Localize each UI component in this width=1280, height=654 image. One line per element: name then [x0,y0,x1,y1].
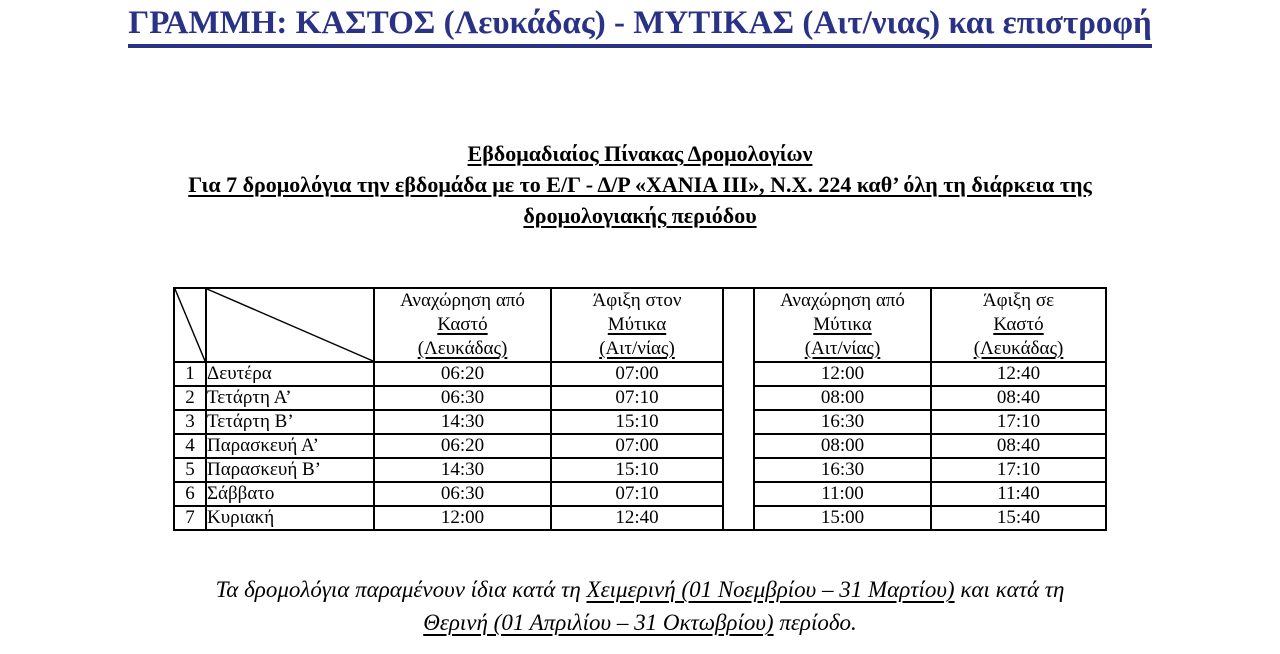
day-name: Τετάρτη Α’ [205,385,375,411]
table-row: 3 Τετάρτη Β’ 14:30 15:10 16:30 17:10 [173,409,1107,435]
arr-kastos-time: 08:40 [930,385,1107,411]
arr-kastos-time: 12:40 [930,361,1107,387]
diagonal-line-icon [207,289,373,361]
arr-kastos-time: 11:40 [930,481,1107,507]
row-number: 5 [173,457,207,483]
dep-kastos-time: 14:30 [373,457,552,483]
dep-kastos-time: 06:20 [373,433,552,459]
corner-cell-number [173,287,207,363]
arr-mytikas-time: 07:10 [550,481,724,507]
dep-mytikas-time: 08:00 [753,385,932,411]
dep-kastos-time: 06:20 [373,361,552,387]
table-row: 7 Κυριακή 12:00 12:40 15:00 15:40 [173,505,1107,531]
table-header-row: Αναχώρηση από Καστό (Λευκάδας) Άφιξη στο… [173,287,1107,531]
subtitle-line-3: δρομολογιακής περιόδου [523,203,757,228]
summer-period: Θερινή (01 Απριλίου – 31 Οκτωβρίου) [423,610,774,635]
day-name: Παρασκευή Α’ [205,433,375,459]
footer-line-1: Τα δρομολόγια παραμένουν ίδια κατά τη Χε… [215,577,1065,602]
arr-mytikas-time: 07:00 [550,361,724,387]
row-number: 2 [173,385,207,411]
arr-mytikas-time: 07:00 [550,433,724,459]
dep-mytikas-time: 08:00 [753,433,932,459]
day-name: Κυριακή [205,505,375,531]
header-arrival-mytikas: Άφιξη στον Μύτικα (Αιτ/νίας) [550,287,724,363]
arr-mytikas-time: 15:10 [550,409,724,435]
table-row: 5 Παρασκευή Β’ 14:30 15:10 16:30 17:10 [173,457,1107,483]
row-number: 4 [173,433,207,459]
day-name: Παρασκευή Β’ [205,457,375,483]
dep-mytikas-time: 15:00 [753,505,932,531]
dep-mytikas-time: 16:30 [753,409,932,435]
dep-kastos-time: 12:00 [373,505,552,531]
timetable: Αναχώρηση από Καστό (Λευκάδας) Άφιξη στο… [173,287,1107,531]
header-arrival-kastos: Άφιξη σε Καστό (Λευκάδας) [930,287,1107,363]
dep-kastos-time: 06:30 [373,385,552,411]
arr-kastos-time: 08:40 [930,433,1107,459]
arr-mytikas-time: 15:10 [550,457,724,483]
subtitle-line-1: Εβδομαδιαίος Πίνακας Δρομολογίων [467,141,813,166]
table-row: 1 Δευτέρα 06:20 07:00 12:00 12:40 [173,361,1107,387]
diagonal-line-icon [175,289,205,361]
arr-mytikas-time: 07:10 [550,385,724,411]
title-wrap: ΓΡΑΜΜΗ: ΚΑΣΤΟΣ (Λευκάδας) - ΜΥΤΙΚΑΣ (Αιτ… [0,5,1280,48]
header-departure-mytikas: Αναχώρηση από Μύτικα (Αιτ/νίας) [753,287,932,363]
table-row: 4 Παρασκευή Α’ 06:20 07:00 08:00 08:40 [173,433,1107,459]
row-number: 6 [173,481,207,507]
row-number: 7 [173,505,207,531]
winter-period: Χειμερινή (01 Νοεμβρίου – 31 Μαρτίου) [586,577,955,602]
dep-mytikas-time: 16:30 [753,457,932,483]
table-row: 6 Σάββατο 06:30 07:10 11:00 11:40 [173,481,1107,507]
dep-kastos-time: 14:30 [373,409,552,435]
table-row: 2 Τετάρτη Α’ 06:30 07:10 08:00 08:40 [173,385,1107,411]
arr-kastos-time: 17:10 [930,457,1107,483]
day-name: Τετάρτη Β’ [205,409,375,435]
day-name: Σάββατο [205,481,375,507]
arr-mytikas-time: 12:40 [550,505,724,531]
subtitle-block: Εβδομαδιαίος Πίνακας Δρομολογίων Για 7 δ… [0,138,1280,231]
page-title: ΓΡΑΜΜΗ: ΚΑΣΤΟΣ (Λευκάδας) - ΜΥΤΙΚΑΣ (Αιτ… [128,5,1152,48]
row-number: 3 [173,409,207,435]
footer-note: Τα δρομολόγια παραμένουν ίδια κατά τη Χε… [0,573,1280,639]
row-number: 1 [173,361,207,387]
corner-cell-day [205,287,375,363]
subtitle-line-2: Για 7 δρομολόγια την εβδομάδα με το Ε/Γ … [188,172,1092,197]
day-name: Δευτέρα [205,361,375,387]
arr-kastos-time: 15:40 [930,505,1107,531]
dep-mytikas-time: 11:00 [753,481,932,507]
footer-line-2: Θερινή (01 Απριλίου – 31 Οκτωβρίου) περί… [423,610,857,635]
header-departure-kastos: Αναχώρηση από Καστό (Λευκάδας) [373,287,552,363]
arr-kastos-time: 17:10 [930,409,1107,435]
dep-kastos-time: 06:30 [373,481,552,507]
dep-mytikas-time: 12:00 [753,361,932,387]
table-spacer-column [722,287,755,531]
